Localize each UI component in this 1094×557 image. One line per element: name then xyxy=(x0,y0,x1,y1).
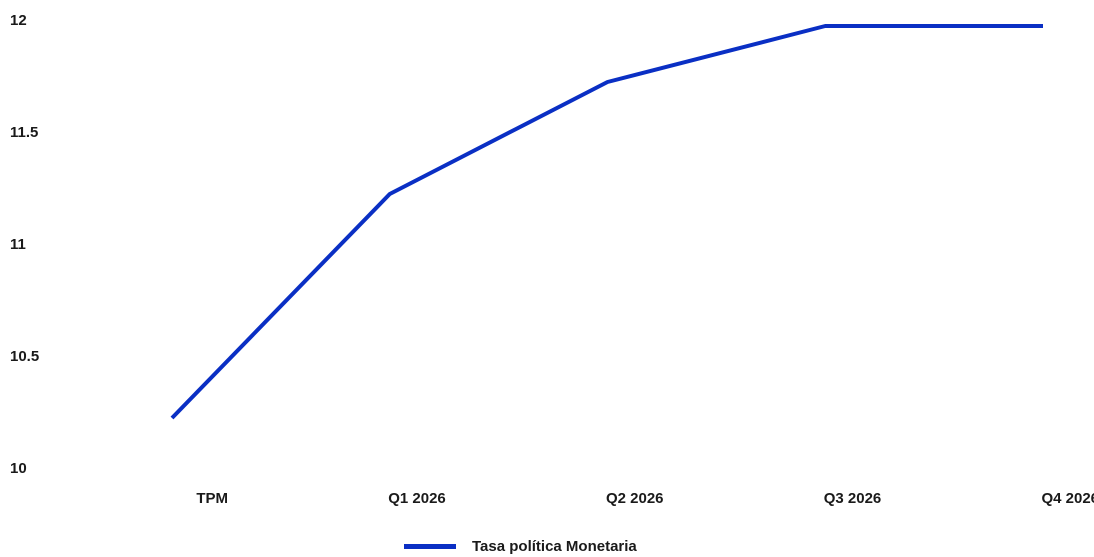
legend-swatch xyxy=(404,544,456,549)
legend-label: Tasa política Monetaria xyxy=(472,538,637,555)
y-tick-label: 11.5 xyxy=(10,124,38,141)
y-tick-label: 10.5 xyxy=(10,348,39,365)
legend: Tasa política Monetaria xyxy=(404,538,637,555)
x-tick-label: Q1 2026 xyxy=(388,490,446,507)
y-axis: 10 10.5 11 11.5 12 xyxy=(10,12,39,477)
x-tick-label: Q3 2026 xyxy=(824,490,882,507)
x-tick-label: TPM xyxy=(196,490,228,507)
x-tick-label: Q4 2026 xyxy=(1041,490,1094,507)
series-layer xyxy=(170,24,1043,420)
x-tick-label: Q2 2026 xyxy=(606,490,664,507)
y-tick-label: 11 xyxy=(10,236,26,253)
y-tick-label: 10 xyxy=(10,460,27,477)
x-axis: TPM Q1 2026 Q2 2026 Q3 2026 Q4 2026 xyxy=(196,490,1094,507)
y-tick-label: 12 xyxy=(10,12,27,29)
series-line xyxy=(170,24,1043,420)
